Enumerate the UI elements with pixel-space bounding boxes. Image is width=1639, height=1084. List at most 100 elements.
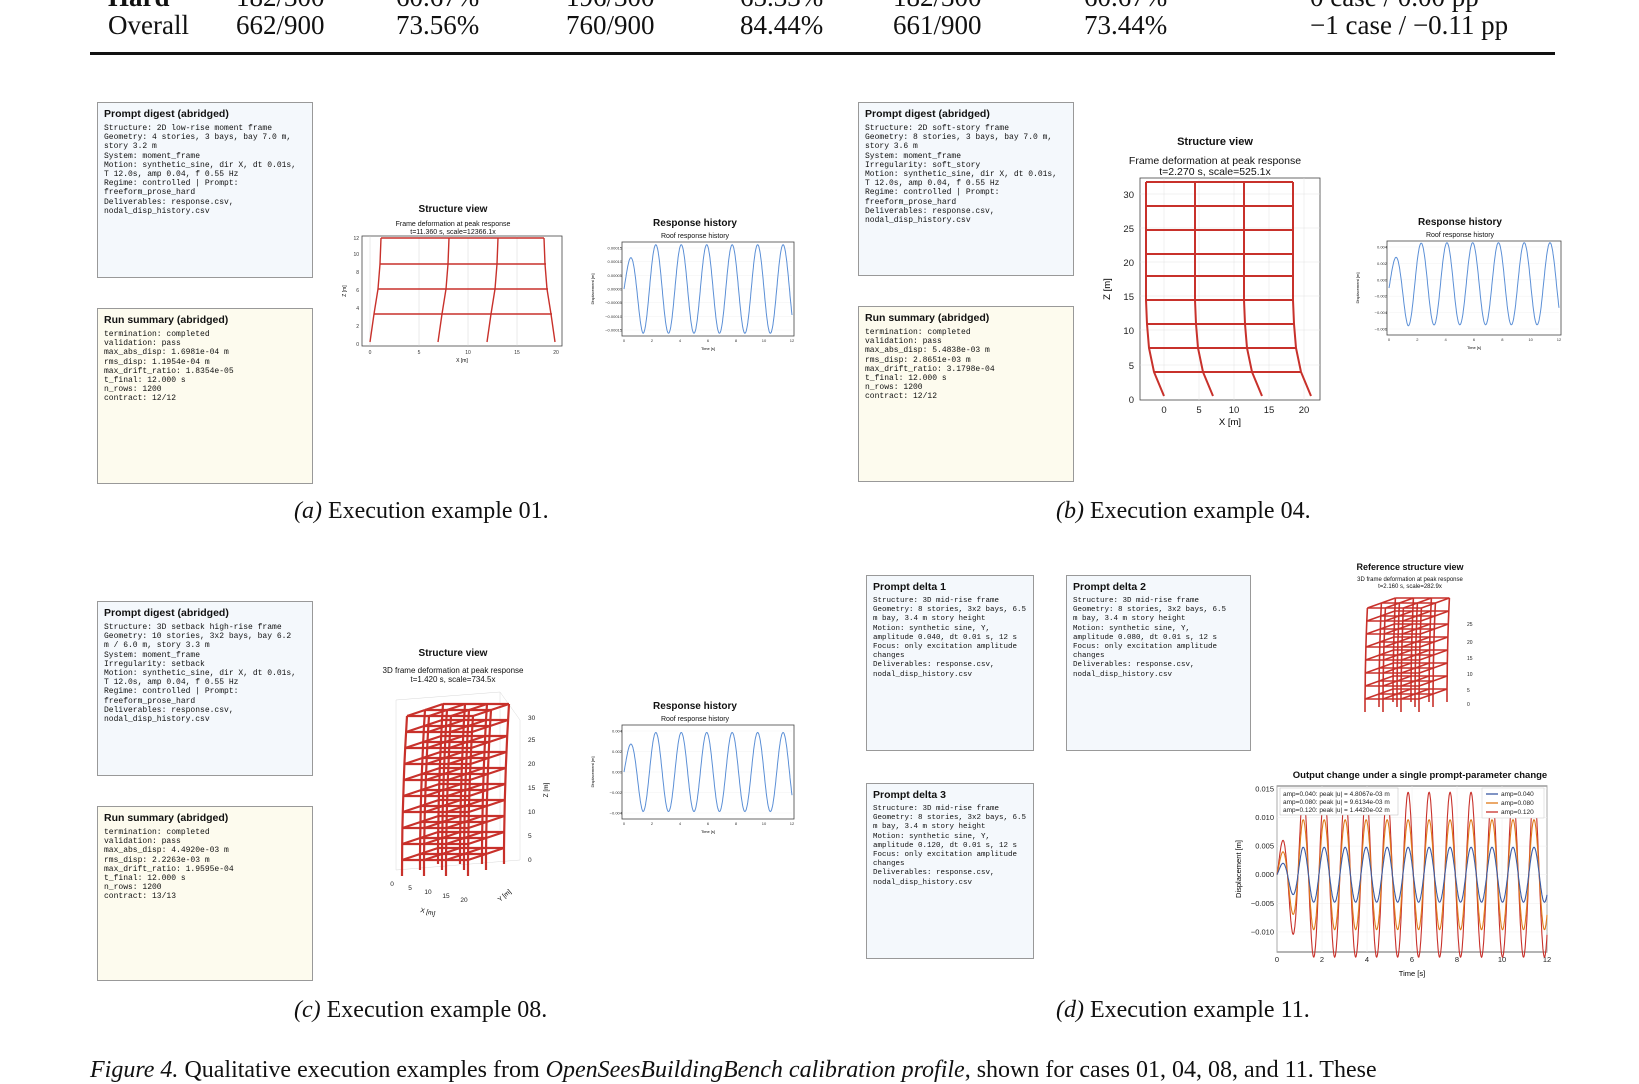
structure-title-a: Structure view bbox=[418, 204, 488, 215]
beam bbox=[1415, 649, 1430, 656]
beam bbox=[1366, 615, 1382, 622]
series-line bbox=[623, 731, 793, 813]
xtick: 10 bbox=[762, 821, 767, 826]
box-title: Run summary (abridged) bbox=[104, 812, 229, 824]
beam bbox=[1402, 628, 1417, 635]
column bbox=[484, 709, 493, 870]
beam bbox=[467, 718, 487, 728]
series-line bbox=[1276, 846, 1548, 903]
xtick: 8 bbox=[1455, 955, 1459, 964]
ytick: 0.000 bbox=[1255, 870, 1274, 879]
legend-label: amp=0.120 bbox=[1501, 809, 1534, 816]
beam bbox=[1397, 662, 1412, 669]
structure-title-b: Structure view bbox=[1177, 136, 1253, 148]
beam bbox=[1401, 667, 1416, 674]
beam bbox=[427, 724, 447, 734]
frame-members bbox=[1364, 597, 1451, 712]
series-line bbox=[1388, 242, 1560, 327]
beam bbox=[489, 718, 509, 728]
xtick: 20 bbox=[460, 897, 468, 904]
beam bbox=[426, 756, 445, 766]
beam bbox=[1380, 623, 1395, 630]
beam bbox=[1403, 602, 1418, 609]
svg-text:10: 10 bbox=[1467, 672, 1473, 678]
ztick: 0 bbox=[528, 857, 532, 864]
response-title-b: Response history bbox=[1418, 217, 1502, 228]
row-label: Hard bbox=[108, 0, 170, 13]
xticks: 0 5 10 15 20 bbox=[1161, 405, 1309, 416]
box-title: Prompt delta 2 bbox=[1073, 581, 1146, 593]
ztick: 25 bbox=[528, 737, 536, 744]
beam bbox=[423, 718, 443, 728]
ytick: 0.010 bbox=[1255, 813, 1274, 822]
beam bbox=[1416, 610, 1432, 617]
column bbox=[1414, 602, 1419, 707]
ytick: 0.00010 bbox=[608, 259, 623, 264]
prompt-delta-2: Prompt delta 2 Structure: 3D mid-rise fr… bbox=[1066, 575, 1251, 751]
xtick: 10 bbox=[1229, 405, 1240, 416]
xlabel: X [m] bbox=[419, 907, 436, 918]
box-text: Structure: 3D mid-rise frame Geometry: 8… bbox=[873, 805, 1027, 887]
xtick: 4 bbox=[679, 338, 682, 343]
cell: 182/300 bbox=[893, 0, 982, 13]
beam bbox=[402, 804, 422, 814]
ytick: −0.005 bbox=[1251, 899, 1274, 908]
ylabel: Z [m] bbox=[1102, 278, 1113, 300]
cell: 661/900 bbox=[893, 10, 982, 40]
beam bbox=[1364, 693, 1380, 700]
beam bbox=[1415, 636, 1431, 643]
beam bbox=[1396, 688, 1412, 695]
frame-members bbox=[1145, 181, 1312, 397]
beam bbox=[486, 814, 505, 824]
response-plot-c: 0.004 0.002 0.000 −0.002 −0.004 0 2 4 6 8 10 12 Ti… bbox=[590, 724, 795, 834]
column bbox=[422, 715, 431, 876]
beam bbox=[402, 788, 422, 798]
caption-label: (c) bbox=[294, 997, 321, 1023]
xticks: 0 2 4 6 8 10 12 bbox=[1388, 337, 1562, 342]
beam bbox=[1379, 649, 1394, 656]
yticks: 0.004 0.002 0.000 −0.002 −0.004 bbox=[610, 729, 792, 816]
beam bbox=[490, 702, 510, 712]
beam bbox=[442, 798, 462, 808]
xtick: 12 bbox=[1543, 955, 1551, 964]
beam bbox=[446, 702, 466, 712]
beam bbox=[404, 740, 424, 750]
ztick: 5 bbox=[528, 833, 532, 840]
caption-a: (a) Execution example 01. bbox=[294, 498, 549, 525]
beam bbox=[1379, 662, 1394, 669]
beam bbox=[403, 772, 423, 782]
box-text: termination: completed validation: pass … bbox=[865, 328, 995, 402]
beam bbox=[444, 734, 464, 744]
box-title: Prompt digest (abridged) bbox=[104, 108, 229, 120]
xlabel: Time [s] bbox=[701, 829, 715, 834]
ztick: 15 bbox=[528, 785, 536, 792]
beam bbox=[1401, 654, 1416, 661]
beam bbox=[1401, 641, 1417, 648]
caption-text: Qualitative execution examples from bbox=[178, 1057, 546, 1083]
beam bbox=[1419, 667, 1434, 674]
cell: 73.44% bbox=[1084, 10, 1168, 40]
structure-sub-a: Frame deformation at peak response t=11.… bbox=[395, 221, 511, 236]
figure-label: Figure 4. bbox=[90, 1057, 179, 1083]
legend-label: amp=0.080 bbox=[1501, 800, 1534, 807]
ylabel: Displacement [m] bbox=[590, 274, 595, 305]
beam bbox=[446, 788, 466, 798]
legend: amp=0.040 amp=0.080 amp=0.120 bbox=[1481, 787, 1545, 819]
box-title: Prompt delta 1 bbox=[873, 581, 946, 593]
beam bbox=[1399, 597, 1414, 604]
ytick: 4 bbox=[356, 306, 359, 312]
column bbox=[444, 715, 453, 876]
beam bbox=[1420, 615, 1436, 622]
beam bbox=[1400, 693, 1416, 700]
xtick: 12 bbox=[1557, 337, 1562, 342]
ytick: 0.00015 bbox=[608, 246, 623, 251]
beam bbox=[485, 830, 505, 840]
box-title: Prompt digest (abridged) bbox=[865, 108, 990, 120]
svg-text:0: 0 bbox=[1467, 702, 1470, 708]
beam bbox=[450, 708, 470, 718]
response-plot-b: 0.004 0.002 0.000 −0.002 −0.004 −0.006 0 2 4 6 8 1… bbox=[1355, 240, 1562, 350]
response-title-a: Response history bbox=[653, 218, 737, 229]
column bbox=[1418, 607, 1423, 712]
column bbox=[1400, 607, 1405, 712]
beam bbox=[401, 852, 421, 862]
